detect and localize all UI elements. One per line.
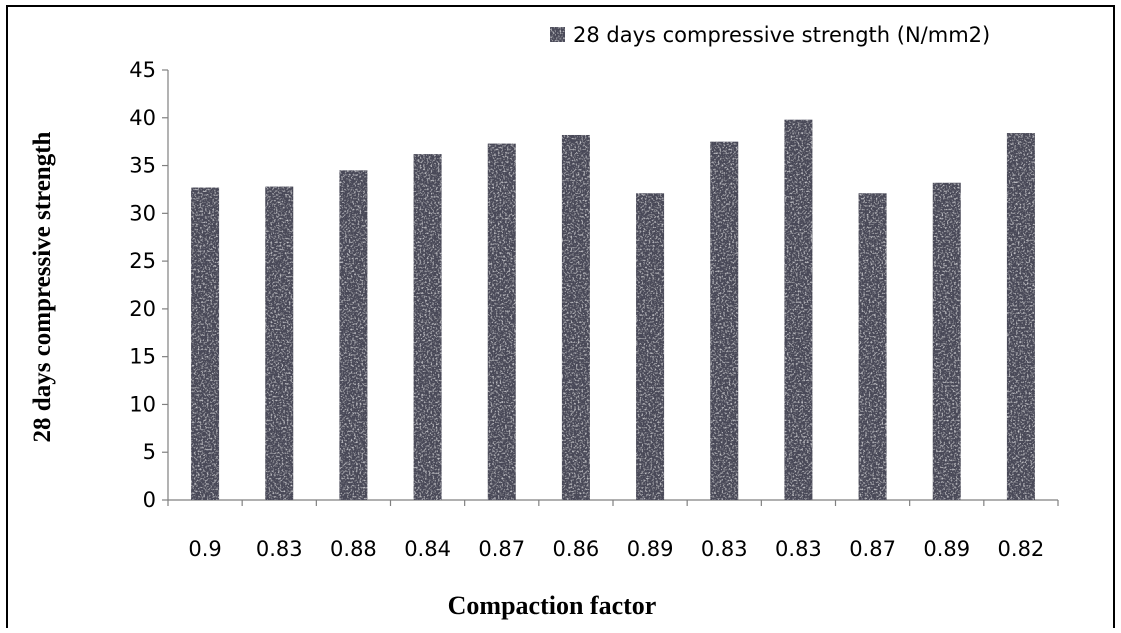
x-tick-label: 0.83 [701, 537, 748, 561]
bar [413, 154, 442, 501]
x-tick-label: 0.89 [627, 537, 674, 561]
bar [487, 143, 516, 501]
bar [932, 182, 961, 500]
x-tick-label: 0.84 [404, 537, 451, 561]
x-tick-label: 0.87 [478, 537, 525, 561]
y-axis-ticks: 0 5 10 15 20 25 30 35 40 45 [129, 58, 168, 512]
bar [636, 193, 665, 500]
x-tick-label: 0.9 [188, 537, 221, 561]
chart-border [6, 5, 1115, 633]
y-tick-label: 20 [129, 297, 156, 321]
bar [561, 134, 590, 500]
y-tick-label: 15 [129, 345, 156, 369]
bar [784, 119, 813, 500]
x-tick-label: 0.88 [330, 537, 377, 561]
x-tick-label: 0.87 [849, 537, 896, 561]
bar [710, 141, 739, 500]
x-axis-title: Compaction factor [448, 591, 657, 620]
x-tick-label: 0.83 [256, 537, 303, 561]
y-tick-label: 30 [129, 201, 156, 225]
bar [858, 193, 887, 500]
legend: 28 days compressive strength (N/mm2) [550, 23, 990, 47]
y-tick-label: 35 [129, 154, 156, 178]
y-tick-label: 10 [129, 392, 156, 416]
bar [191, 187, 220, 501]
y-tick-label: 5 [143, 440, 156, 464]
bar [339, 170, 368, 501]
y-tick-label: 25 [129, 249, 156, 273]
x-tick-label: 0.83 [775, 537, 822, 561]
bar [265, 186, 294, 501]
y-tick-label: 45 [129, 58, 156, 82]
x-axis-ticks: 0.9 0.83 0.88 0.84 0.87 0.86 0.89 0.83 0.83 0.87 0… [167, 500, 1059, 561]
x-tick-label: 0.82 [998, 537, 1045, 561]
x-tick-label: 0.89 [923, 537, 970, 561]
legend-swatch [550, 27, 565, 42]
y-axis-title: 28 days compressive strength [29, 131, 56, 442]
bar [1006, 133, 1035, 501]
legend-label: 28 days compressive strength (N/mm2) [573, 23, 990, 47]
bars [191, 119, 1035, 501]
y-tick-label: 0 [143, 488, 156, 512]
y-tick-label: 40 [129, 106, 156, 130]
x-tick-label: 0.86 [553, 537, 600, 561]
